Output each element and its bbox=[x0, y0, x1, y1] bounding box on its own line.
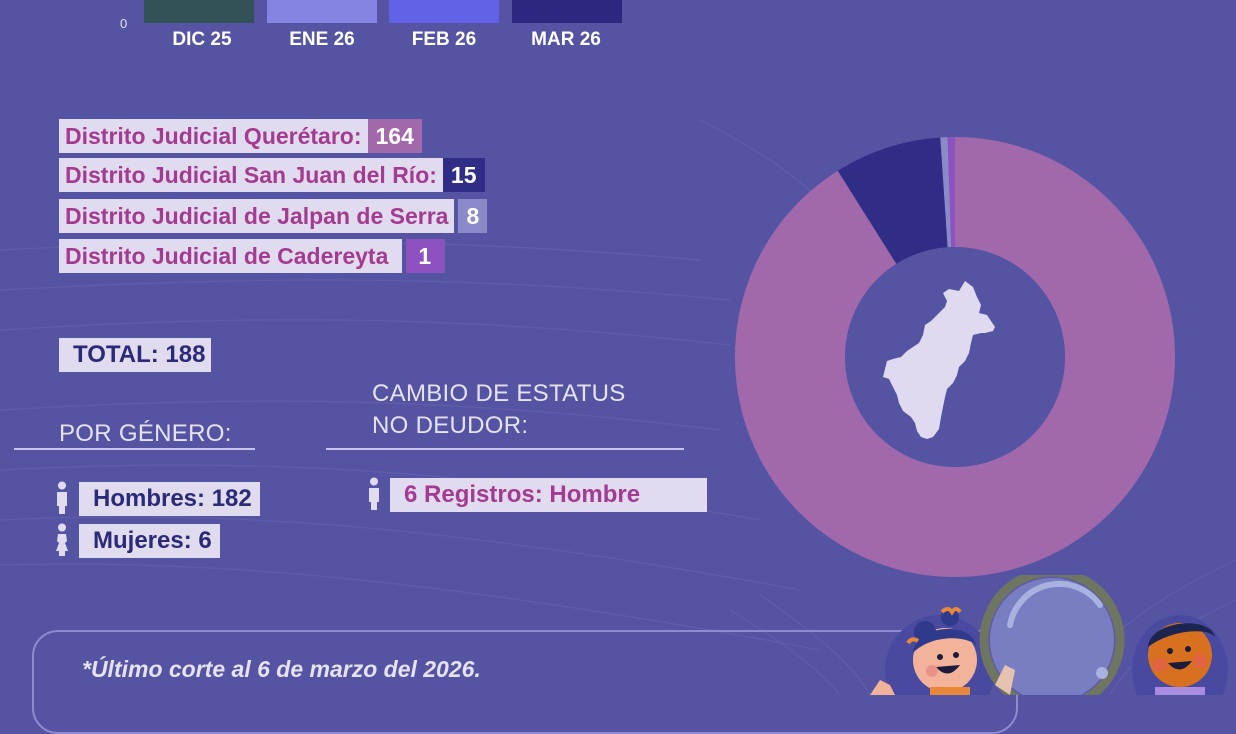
background-wave-lines bbox=[0, 119, 1236, 695]
district-value: 15 bbox=[442, 158, 485, 192]
men-count-badge: Hombres: 182 bbox=[79, 482, 260, 516]
male-person-icon bbox=[57, 481, 67, 514]
district-value: 164 bbox=[367, 119, 422, 153]
donut-segment-cadereyta bbox=[947, 136, 955, 248]
donut-segment-san-juan-del-rio bbox=[837, 137, 948, 264]
district-label: Distrito Judicial Querétaro: bbox=[59, 119, 368, 153]
women-count-badge: Mujeres: 6 bbox=[79, 524, 220, 558]
bar-chart: 0 DIC 25 ENE 26 FEB 26 MAR 26 bbox=[0, 0, 650, 60]
bar-mar-26 bbox=[512, 0, 622, 23]
total-badge: TOTAL: 188 bbox=[59, 338, 212, 372]
district-row-jalpan-de-serra: Distrito Judicial de Jalpan de Serra 8 bbox=[59, 199, 488, 233]
footer-note-text: *Último corte al 6 de marzo del 2026. bbox=[82, 656, 481, 682]
district-value: 8 bbox=[458, 199, 488, 233]
y-axis-zero-tick: 0 bbox=[120, 16, 128, 31]
x-label-feb-26: FEB 26 bbox=[411, 29, 477, 50]
bar-feb-26 bbox=[389, 0, 499, 23]
district-row-san-juan-del-rio: Distrito Judicial San Juan del Río: 15 bbox=[59, 158, 485, 192]
district-value: 1 bbox=[406, 239, 446, 273]
queretaro-map-icon bbox=[883, 281, 995, 439]
status-change-title-line1: CAMBIO DE ESTATUS bbox=[372, 380, 626, 407]
gender-section-title: POR GÉNERO: bbox=[59, 420, 232, 447]
x-label-mar-26: MAR 26 bbox=[531, 29, 601, 50]
x-label-ene-26: ENE 26 bbox=[289, 29, 355, 50]
district-row-queretaro: Distrito Judicial Querétaro: 164 bbox=[59, 119, 422, 153]
children-magnifier-illustration bbox=[870, 575, 1228, 695]
status-change-title-line2: NO DEUDOR: bbox=[372, 412, 529, 439]
status-change-divider bbox=[326, 448, 684, 450]
donut-segment-queretaro bbox=[734, 137, 1175, 577]
district-label: Distrito Judicial San Juan del Río: bbox=[59, 158, 443, 192]
female-person-icon bbox=[56, 523, 68, 556]
bar-ene-26 bbox=[267, 0, 377, 23]
male-person-icon bbox=[369, 477, 379, 510]
donut-segment-jalpan bbox=[940, 137, 952, 248]
district-label: Distrito Judicial de Jalpan de Serra bbox=[59, 199, 455, 233]
gender-divider bbox=[14, 448, 255, 450]
x-label-dic-25: DIC 25 bbox=[172, 29, 232, 50]
status-change-records-badge: 6 Registros: Hombre bbox=[390, 478, 707, 512]
district-row-cadereyta: Distrito Judicial de Cadereyta 1 bbox=[59, 239, 446, 273]
bar-dic-25 bbox=[144, 0, 254, 23]
district-donut-chart bbox=[734, 136, 1175, 577]
district-label: Distrito Judicial de Cadereyta bbox=[59, 239, 403, 273]
